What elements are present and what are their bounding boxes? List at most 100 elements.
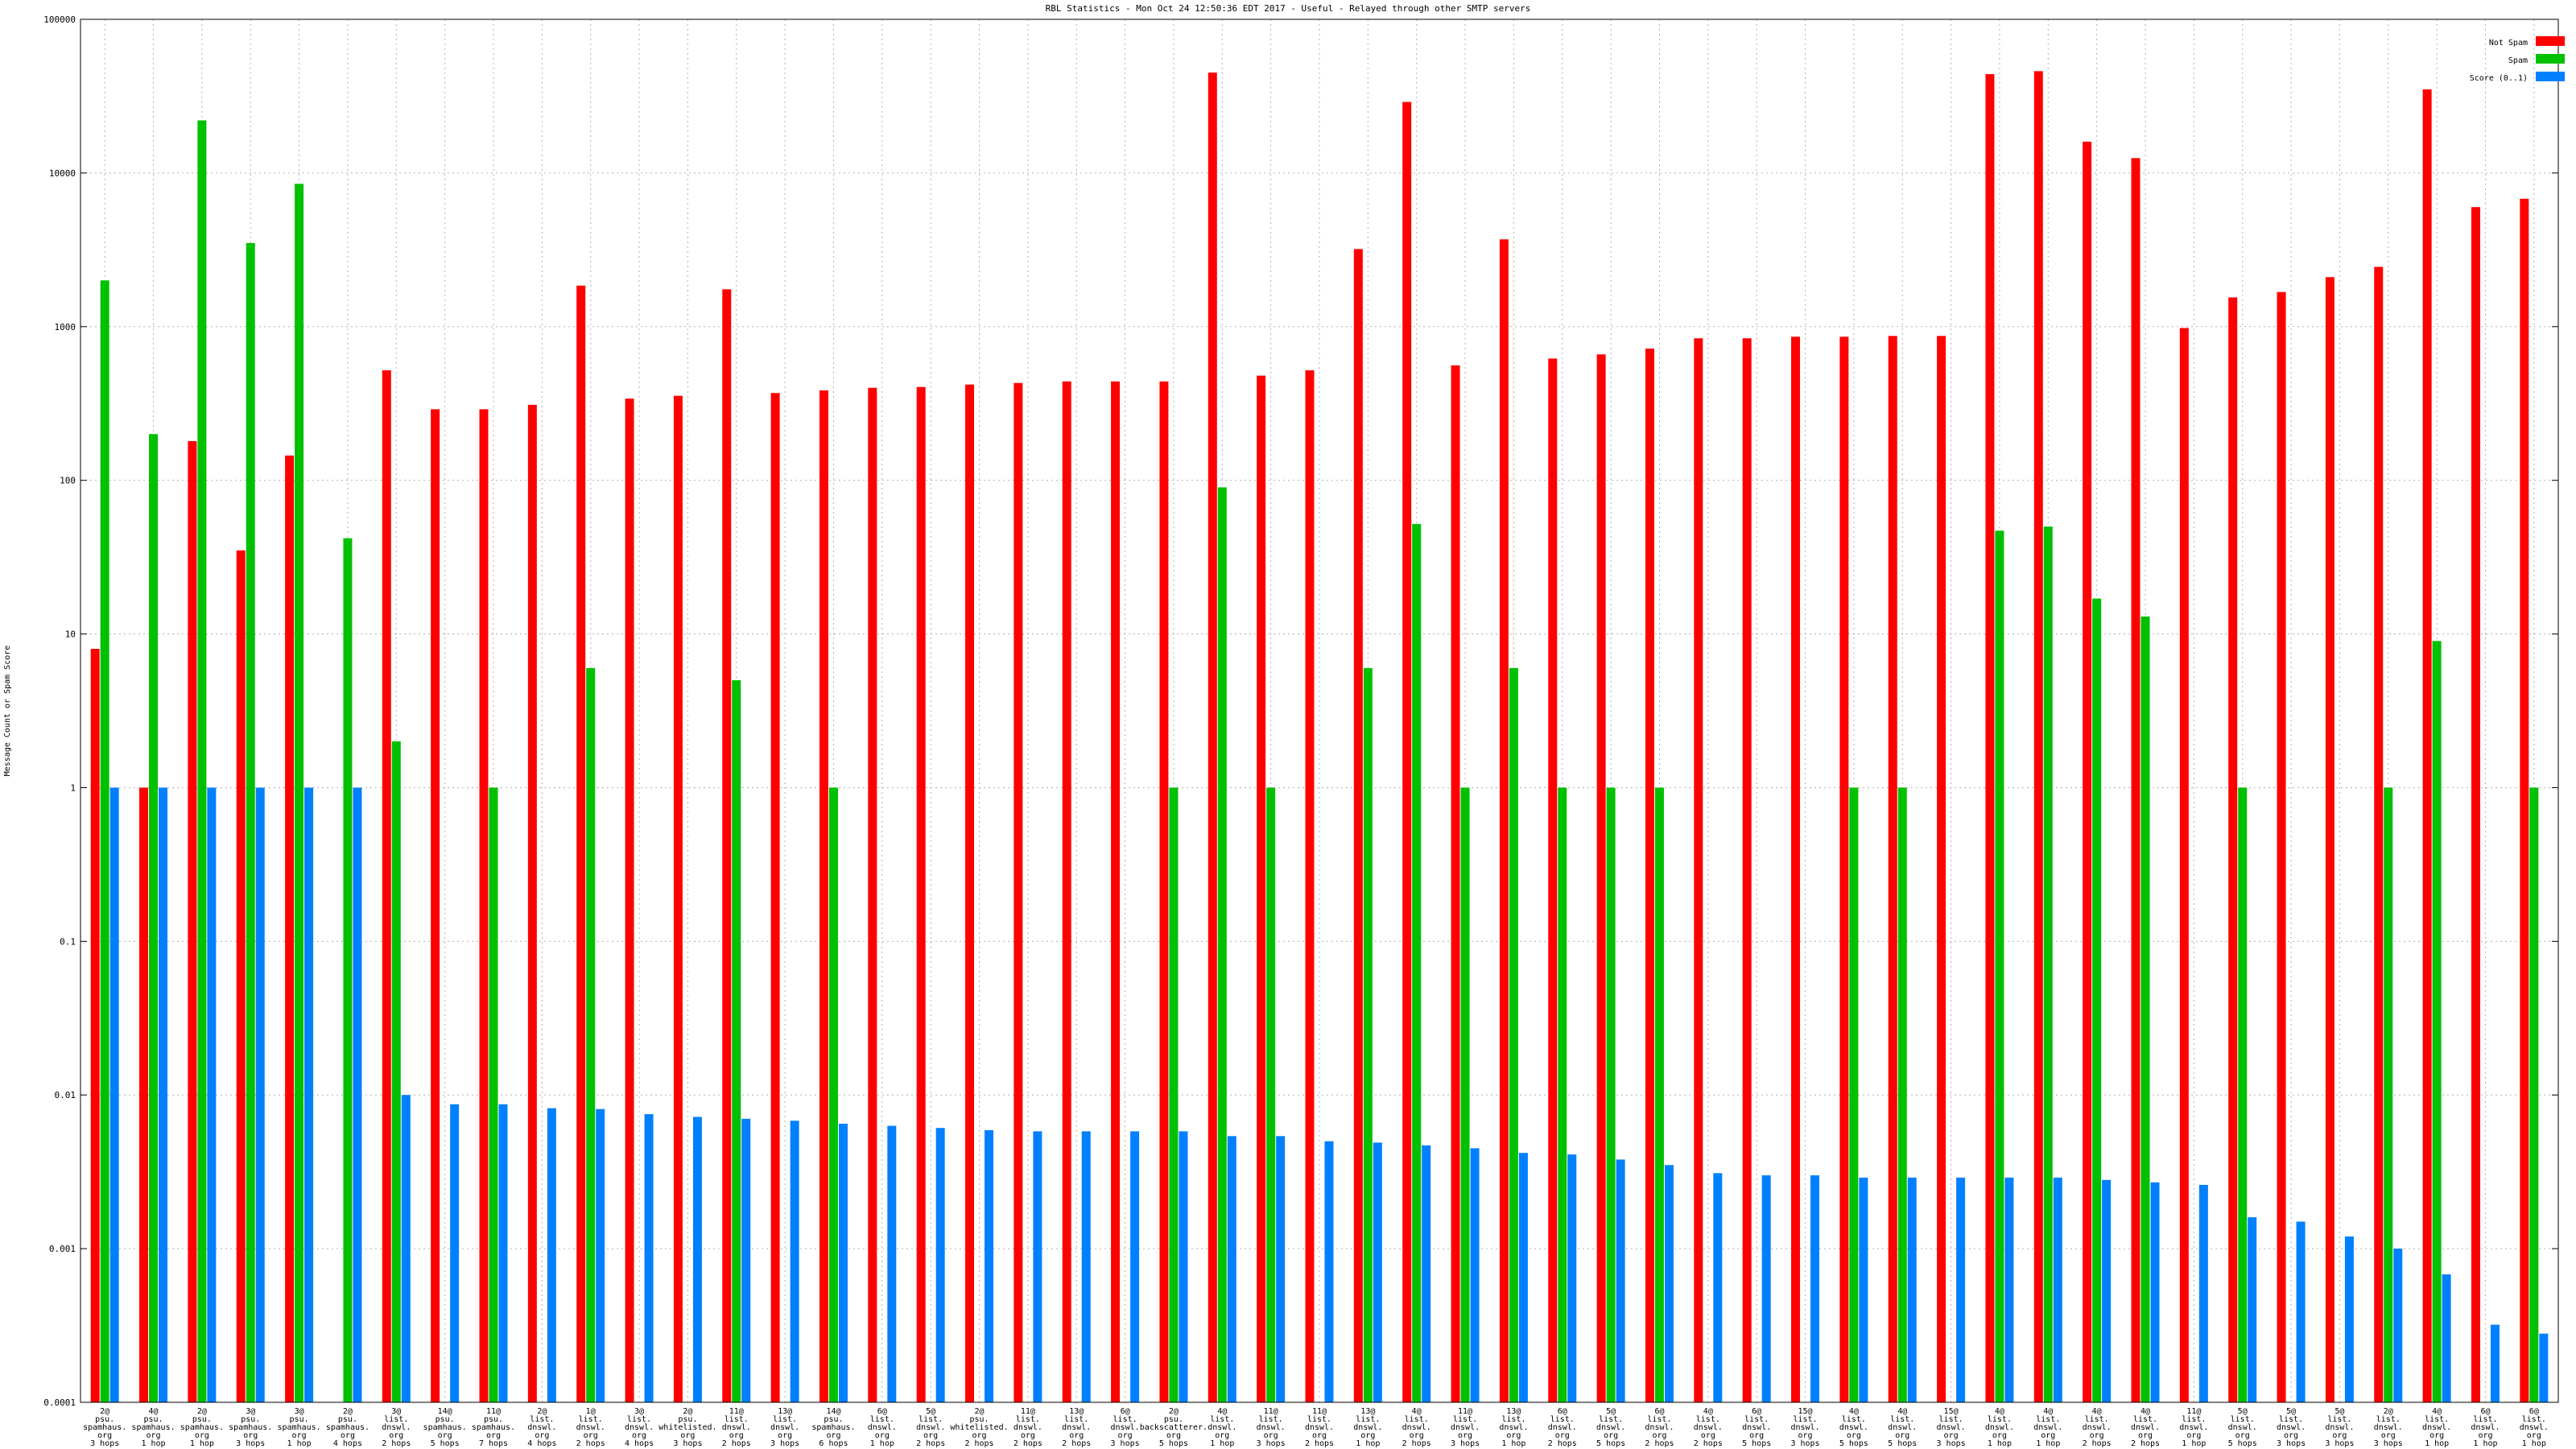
x-category-label: 6@ list. dnswl. org 1 hop <box>2520 1407 2549 1448</box>
legend-label: Spam <box>2508 56 2528 65</box>
bar-score-0-1 <box>450 1104 460 1402</box>
bar-spam <box>1654 787 1664 1402</box>
bar-score-0-1 <box>304 787 314 1402</box>
bar-spam <box>1558 787 1567 1402</box>
bar-spam <box>2043 526 2053 1403</box>
bar-not-spam <box>2325 277 2334 1403</box>
x-category-label: 11@ list. dnswl. org 2 hops <box>722 1407 751 1448</box>
bar-score-0-1 <box>1227 1136 1236 1402</box>
bar-score-0-1 <box>1907 1177 1917 1402</box>
bar-not-spam <box>2033 71 2043 1403</box>
bar-not-spam <box>139 787 149 1402</box>
bar-score-0-1 <box>1033 1131 1042 1402</box>
x-category-label: 4@ list. dnswl. org 5 hops <box>1839 1407 1868 1448</box>
bar-not-spam <box>1111 381 1121 1402</box>
x-category-label: 4@ list. dnswl. org 2 hops <box>1402 1407 1431 1448</box>
bar-score-0-1 <box>547 1108 556 1402</box>
bar-score-0-1 <box>1616 1159 1625 1402</box>
bar-score-0-1 <box>2296 1221 2306 1402</box>
bar-spam <box>732 680 741 1402</box>
bar-spam <box>2384 787 2393 1402</box>
bar-score-0-1 <box>1859 1177 1868 1402</box>
bar-not-spam <box>1596 354 1606 1402</box>
x-category-label: 3@ psu. spamhaus. org 1 hop <box>277 1407 320 1448</box>
bar-score-0-1 <box>1470 1148 1480 1402</box>
bar-not-spam <box>576 285 586 1403</box>
bar-spam <box>2092 598 2102 1402</box>
bar-spam <box>295 184 304 1402</box>
y-axis-ticks: 100000 10000 1000 100 10 1 0.1 0.01 0.001 0.0001 <box>43 14 2558 1408</box>
x-category-label: 6@ list. dnswl. org 1 hop <box>2471 1407 2500 1448</box>
bar-score-0-1 <box>2053 1177 2062 1402</box>
y-tick-label: 0.01 <box>55 1090 76 1100</box>
bar-score-0-1 <box>692 1117 702 1402</box>
bar-score-0-1 <box>207 787 217 1402</box>
bar-score-0-1 <box>1713 1173 1723 1402</box>
x-category-label: 2@ list. dnswl. org 4 hops <box>527 1407 556 1448</box>
bar-score-0-1 <box>353 787 362 1402</box>
bar-not-spam <box>770 393 780 1403</box>
bar-spam <box>2140 616 2150 1402</box>
x-category-label: 4@ psu. spamhaus. org 1 hop <box>131 1407 175 1448</box>
bar-score-0-1 <box>2102 1179 2112 1402</box>
x-category-label: 14@ psu. spamhaus. org 5 hops <box>423 1407 467 1448</box>
bar-spam <box>1995 530 2004 1402</box>
bar-spam <box>1169 787 1179 1402</box>
bar-not-spam <box>1742 338 1752 1402</box>
x-category-label: 3@ list. dnswl. org 2 hops <box>382 1407 411 1448</box>
y-tick-label: 10000 <box>49 168 76 179</box>
y-axis-label: Message Count or Spam Score <box>3 646 12 777</box>
bar-spam <box>149 434 159 1402</box>
bar-score-0-1 <box>1810 1175 1820 1402</box>
x-category-label: 4@ list. dnswl. org 2 hops <box>2083 1407 2112 1448</box>
x-category-label: 5@ list. dnswl. org 5 hops <box>2228 1407 2257 1448</box>
bar-not-spam <box>2083 141 2092 1402</box>
bar-not-spam <box>2131 158 2140 1402</box>
x-category-label: 11@ list. dnswl. org 2 hops <box>1013 1407 1042 1448</box>
bar-not-spam <box>625 398 634 1402</box>
bar-score-0-1 <box>596 1108 605 1402</box>
x-category-label: 4@ list. dnswl. org 2 hops <box>1694 1407 1723 1448</box>
plot-frame <box>80 19 2559 1403</box>
x-category-label: 2@ psu. spamhaus. org 1 hop <box>180 1407 224 1448</box>
bar-score-0-1 <box>838 1123 848 1402</box>
bar-score-0-1 <box>1130 1131 1140 1402</box>
bar-score-0-1 <box>2198 1184 2208 1402</box>
y-tick-label: 10 <box>65 630 76 640</box>
x-category-label: 2@ psu. spamhaus. org 3 hops <box>83 1407 126 1448</box>
bar-spam <box>489 787 498 1402</box>
bar-not-spam <box>1937 336 1946 1402</box>
bar-score-0-1 <box>159 787 168 1402</box>
bar-not-spam <box>1353 249 1363 1403</box>
x-category-label: 4@ list. dnswl. org 1 hop <box>2422 1407 2451 1448</box>
bar-score-0-1 <box>1276 1136 1286 1402</box>
y-tick-label: 100000 <box>43 14 76 25</box>
bar-score-0-1 <box>935 1128 945 1402</box>
bar-spam <box>1849 787 1859 1402</box>
bar-score-0-1 <box>644 1114 654 1402</box>
x-category-label: 5@ list. dnswl. org 3 hops <box>2277 1407 2306 1448</box>
bar-score-0-1 <box>985 1129 994 1402</box>
x-category-label: 3@ psu. spamhaus. org 3 hops <box>229 1407 272 1448</box>
bar-not-spam <box>90 649 100 1402</box>
x-category-label: 14@ psu. spamhaus. org 6 hops <box>811 1407 855 1448</box>
legend-swatch <box>2536 72 2565 81</box>
bar-score-0-1 <box>2344 1236 2354 1402</box>
bar-spam <box>391 741 401 1402</box>
bar-not-spam <box>819 390 828 1403</box>
bar-not-spam <box>1645 349 1654 1402</box>
bar-score-0-1 <box>109 787 119 1402</box>
bar-spam <box>1606 787 1616 1402</box>
x-category-label: 13@ list. dnswl. org 2 hops <box>1062 1407 1091 1448</box>
bar-not-spam <box>188 440 197 1402</box>
x-category-label: 6@ list. dnswl. org 2 hops <box>1645 1407 1674 1448</box>
x-category-label: 6@ list. dnswl. org 5 hops <box>1742 1407 1771 1448</box>
x-category-label: 4@ list. dnswl. org 1 hop <box>2033 1407 2062 1448</box>
legend: Not Spam Spam Score (0..1) <box>2470 36 2565 83</box>
x-category-label: 13@ list. dnswl. org 1 hop <box>1499 1407 1528 1448</box>
bar-score-0-1 <box>2150 1182 2160 1402</box>
bar-score-0-1 <box>1956 1177 1966 1402</box>
bar-spam <box>1412 523 1422 1403</box>
